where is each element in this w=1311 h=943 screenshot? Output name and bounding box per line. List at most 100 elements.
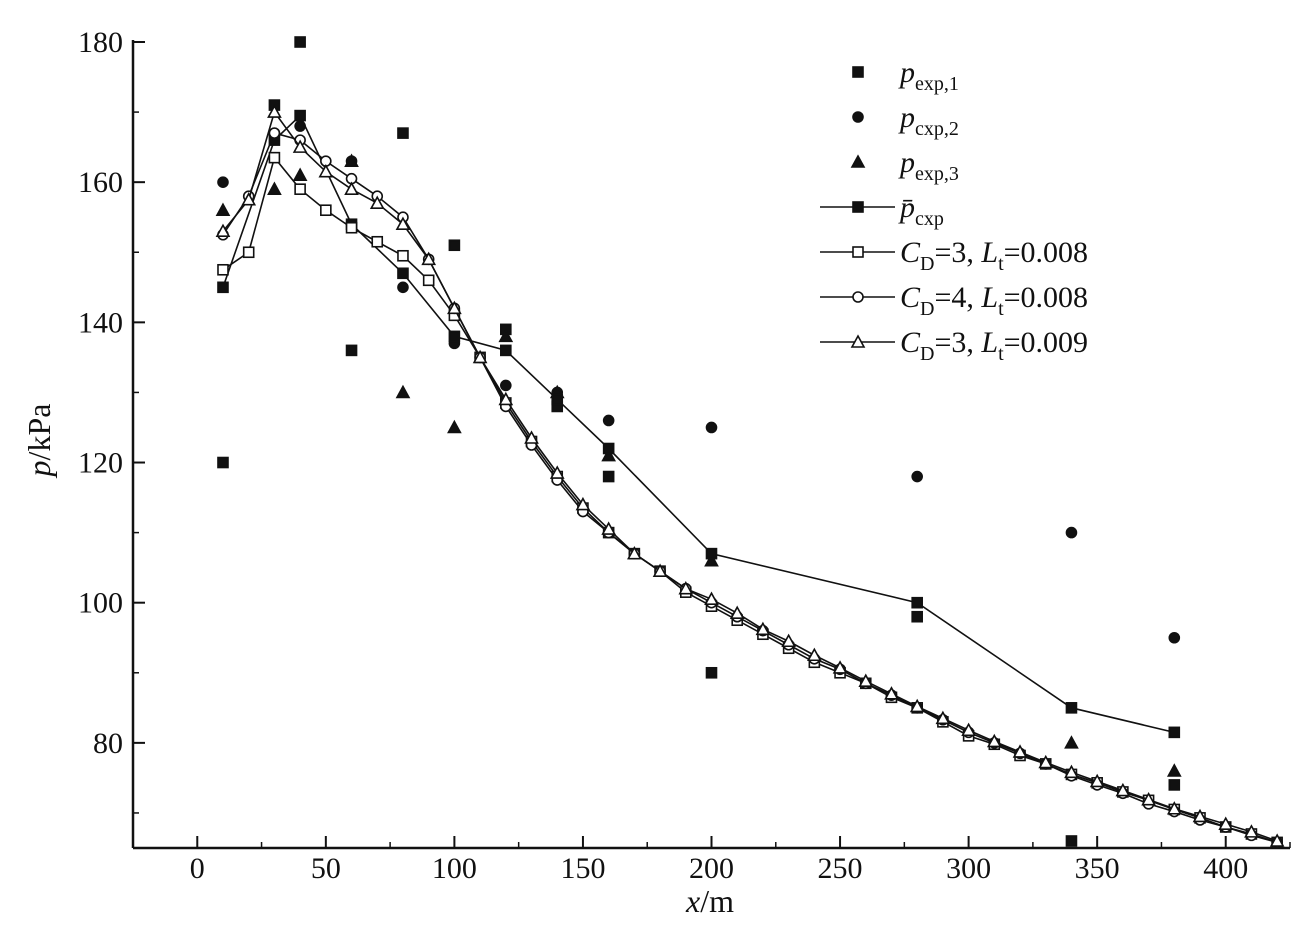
data-point-pmean [1065,702,1078,714]
legend-marker [850,154,866,168]
x-tick-label: 0 [190,852,205,885]
data-point-cd3lt009 [652,563,668,577]
data-point-pexp1 [397,127,409,139]
data-point-cd3lt009 [1244,824,1259,838]
data-point-cd3lt009 [1269,833,1285,847]
data-point-cd3lt009 [369,195,385,209]
data-point-cd3lt009 [1089,773,1105,788]
y-tick-label: 160 [78,166,123,199]
legend-label: pexp,3 [898,146,959,185]
data-point-cd3lt009 [986,733,1002,748]
data-point-cd3lt009 [858,673,874,687]
legend-item-cd3lt008: CD=3, Lt=0.008 [820,236,1088,275]
data-point-pexp1 [294,36,306,48]
data-point-cd3lt009 [755,621,771,636]
data-point-pexp1 [345,344,358,357]
data-point-cd3lt009 [472,349,488,364]
data-point-pexp3 [1166,763,1182,777]
data-point-pexp2 [911,470,923,483]
data-point-cd3lt009 [627,545,642,560]
legend-item-cd3lt009: CD=3, Lt=0.009 [820,326,1088,365]
legend-item-pexp3: pexp,3 [850,146,959,185]
data-point-pexp3 [215,202,231,217]
data-point-cd3lt009 [961,722,976,737]
legend-marker [852,201,864,213]
legend-marker [852,66,864,78]
data-point-pexp3 [395,384,411,399]
data-point-pexp1 [705,666,718,679]
data-point-cd3lt008 [397,249,409,262]
data-point-cd3lt009 [1218,816,1234,830]
data-point-cd3lt009 [575,496,591,511]
data-point-cd3lt009 [1166,801,1182,815]
y-tick-label: 120 [78,447,123,480]
data-point-cd3lt009 [601,521,617,535]
legend-item-cd4lt008: CD=4, Lt=0.008 [820,281,1088,320]
data-point-cd3lt009 [241,192,257,206]
data-point-pmean [911,596,923,609]
data-point-pexp2 [705,421,718,434]
data-point-cd3lt008 [422,274,435,287]
series-pexp1 [217,36,1181,847]
data-point-pexp2 [602,414,615,427]
data-point-pmean [294,109,306,122]
data-point-pexp2 [397,281,409,294]
legend-marker [852,246,864,258]
data-point-pexp1 [448,239,461,252]
legend-marker [852,291,864,303]
data-point-cd3lt009 [704,591,719,605]
y-tick-label: 180 [78,26,123,59]
y-tick-label: 100 [78,587,123,620]
data-point-cd4lt008 [268,127,281,139]
data-point-cd3lt009 [1115,782,1131,797]
x-axis-label: x/m [685,883,734,919]
data-point-cd3lt009 [318,163,334,178]
series-pexp3 [215,153,1182,777]
data-point-cd3lt009 [1012,744,1028,758]
legend-label: p̄cxp [898,191,944,230]
data-point-cd3lt009 [729,605,745,620]
data-point-pexp1 [911,610,923,623]
axis-ticks: 0 50 100 150 200 250 300 350 400 80 100 120 140 160 18… [78,26,1291,885]
data-point-cd3lt009 [447,300,462,315]
data-point-cd3lt009 [498,391,514,406]
data-point-cd3lt009 [267,104,282,118]
series-cd3lt008 [217,151,1283,849]
data-point-pexp1 [1065,835,1078,847]
data-point-pmean [551,393,564,406]
data-point-cd3lt009 [395,216,411,231]
data-point-cd3lt008 [345,221,358,234]
legend-marker [852,111,864,123]
data-point-pmean [1168,726,1181,739]
data-point-pexp2 [217,176,229,188]
x-tick-label: 200 [689,852,734,885]
x-tick-label: 100 [432,852,477,885]
series-line-cd3lt009 [222,110,1278,842]
legend-label: CD=4, Lt=0.008 [900,281,1088,320]
y-tick-label: 140 [78,306,123,339]
series-line-pmean [222,114,1175,734]
x-tick-label: 150 [560,852,605,885]
data-point-pexp1 [602,470,615,483]
data-point-cd3lt008 [217,263,229,276]
data-point-cd3lt009 [292,139,308,153]
data-point-pexp3 [292,167,308,181]
data-point-pmean [448,330,461,343]
data-point-cd3lt009 [1038,754,1054,769]
legend-label: CD=3, Lt=0.008 [900,236,1088,275]
legend-item-pmean: p̄cxp [820,191,944,230]
legend-label: pcxp,2 [898,101,959,140]
x-tick-label: 400 [1203,852,1248,885]
data-point-pexp2 [500,379,512,392]
x-tick-label: 350 [1075,852,1120,885]
data-point-pexp1 [217,456,229,469]
legend-label: CD=3, Lt=0.009 [900,326,1088,365]
series-line-cd3lt008 [222,155,1278,844]
data-point-pexp2 [1168,631,1181,644]
data-point-pmean [602,442,615,455]
data-point-cd3lt009 [832,660,848,674]
data-point-cd3lt009 [1141,791,1156,806]
series-pmean [217,109,1181,739]
data-point-cd3lt009 [549,465,565,479]
data-point-cd3lt008 [371,235,384,248]
